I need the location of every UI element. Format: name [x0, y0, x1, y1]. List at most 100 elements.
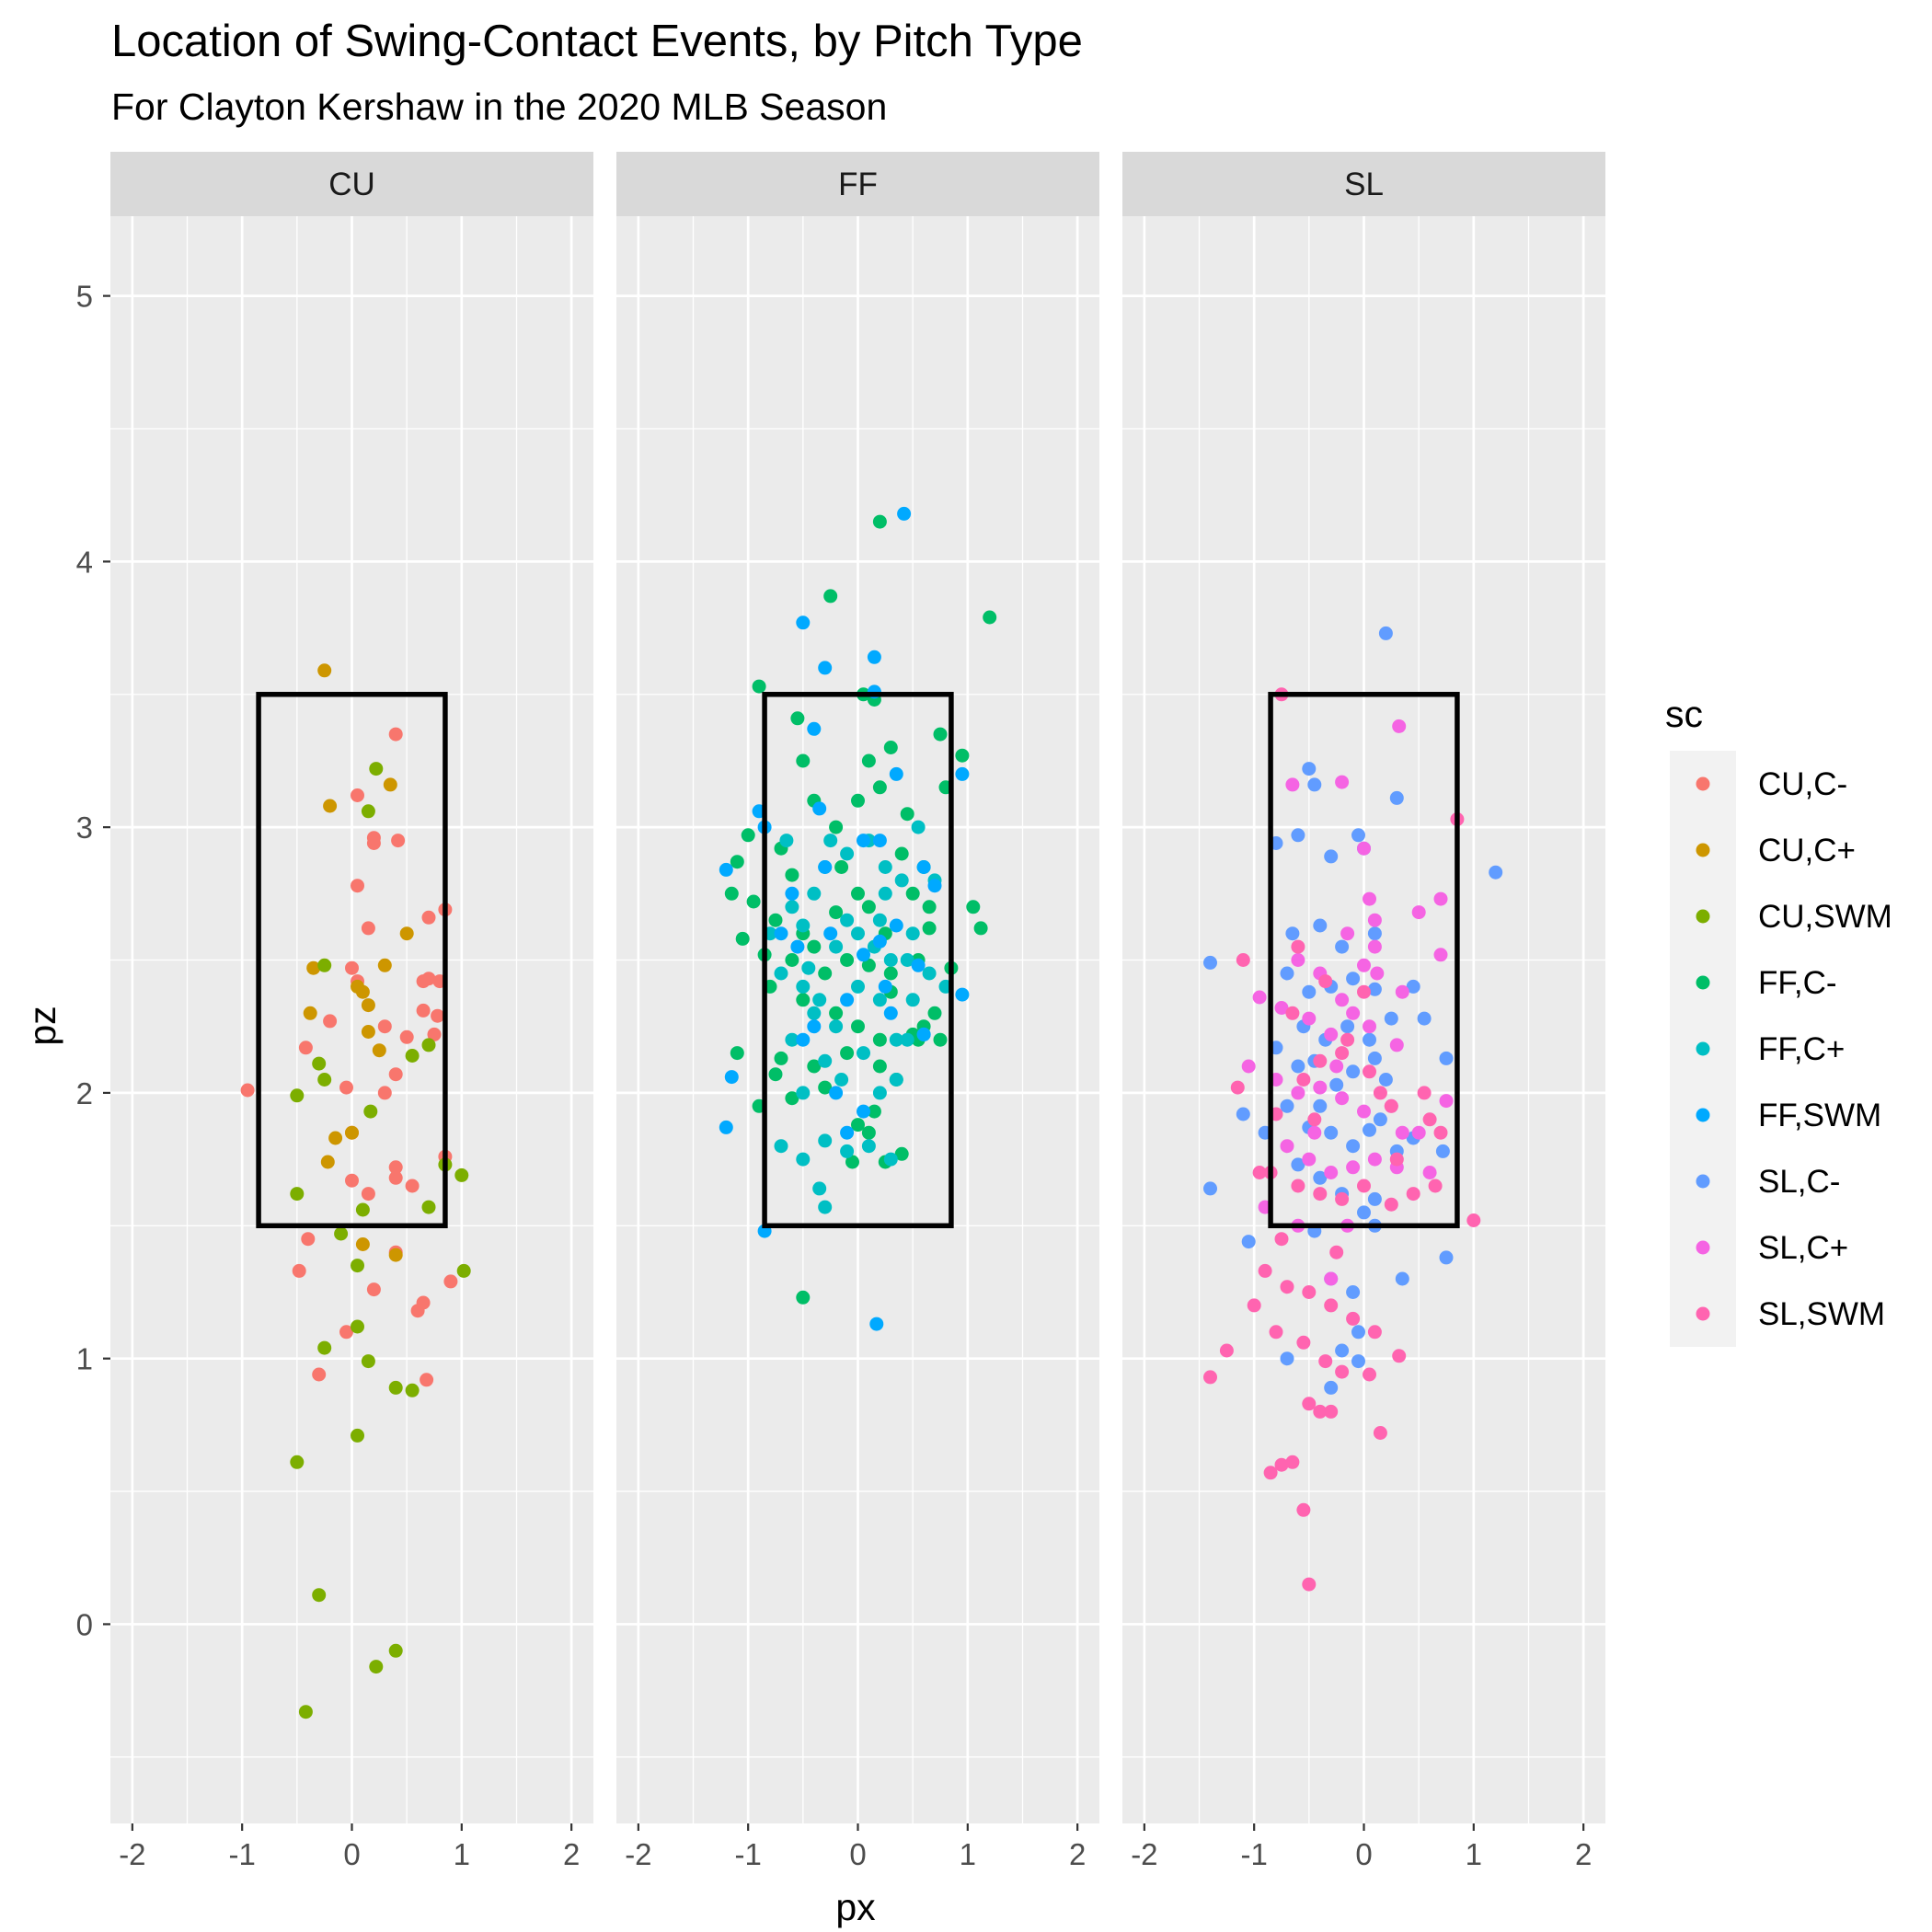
- data-point: [1313, 918, 1328, 933]
- data-point: [1340, 926, 1355, 941]
- data-point: [1307, 777, 1322, 792]
- data-point: [1335, 775, 1350, 789]
- data-point: [317, 1340, 332, 1355]
- data-point: [306, 960, 321, 975]
- data-point: [818, 661, 833, 675]
- legend-key-swatch: [1696, 843, 1710, 857]
- data-point: [911, 820, 926, 834]
- data-point: [1280, 1280, 1294, 1294]
- data-point: [1236, 953, 1250, 967]
- data-point: [1406, 1187, 1420, 1202]
- data-point: [351, 1259, 364, 1273]
- data-point: [933, 1032, 948, 1047]
- data-point: [872, 1059, 887, 1074]
- data-point: [916, 1027, 931, 1041]
- data-point: [1389, 1152, 1404, 1167]
- data-point: [290, 1088, 305, 1103]
- data-point: [796, 1032, 811, 1047]
- data-point: [361, 804, 375, 819]
- data-point: [1335, 939, 1350, 954]
- data-point: [1367, 913, 1382, 927]
- series-FF,SWM: [719, 506, 970, 1331]
- data-point: [851, 793, 865, 808]
- data-point: [796, 615, 811, 630]
- data-point: [1389, 1038, 1404, 1052]
- data-point: [1367, 1152, 1382, 1167]
- data-point: [889, 766, 903, 781]
- data-point: [1363, 1032, 1376, 1047]
- data-point: [872, 993, 887, 1007]
- data-point: [1346, 1006, 1361, 1020]
- x-tick-label: -1: [1241, 1837, 1268, 1871]
- data-point: [1203, 1181, 1217, 1196]
- data-point: [1367, 1051, 1382, 1065]
- data-point: [1296, 1502, 1311, 1517]
- data-point: [1302, 1577, 1317, 1592]
- data-point: [1324, 1271, 1339, 1286]
- data-point: [1373, 1112, 1387, 1127]
- data-point: [900, 1032, 914, 1047]
- data-point: [1335, 1091, 1350, 1106]
- data-point: [1357, 1205, 1371, 1220]
- data-point: [922, 966, 937, 981]
- legend-title: sc: [1665, 693, 1703, 735]
- legend-label: FF,C+: [1758, 1031, 1845, 1067]
- data-point: [916, 860, 931, 874]
- facet-strip-label: SL: [1344, 167, 1384, 202]
- data-point: [807, 721, 822, 736]
- data-point: [774, 1051, 788, 1065]
- data-point: [812, 801, 827, 816]
- data-point: [388, 727, 403, 742]
- data-point: [966, 900, 981, 914]
- data-point: [388, 1248, 403, 1262]
- data-point: [840, 846, 855, 861]
- data-point: [1280, 1098, 1294, 1113]
- data-point: [861, 958, 876, 972]
- data-point: [1280, 1139, 1294, 1154]
- data-point: [355, 984, 370, 999]
- data-point: [807, 939, 822, 954]
- data-point: [883, 966, 898, 981]
- legend-key-swatch: [1696, 975, 1710, 990]
- data-point: [1285, 1455, 1300, 1469]
- data-point: [345, 1125, 359, 1140]
- data-point: [1346, 972, 1361, 986]
- data-point: [719, 1120, 733, 1134]
- data-point: [1363, 1064, 1376, 1079]
- data-point: [922, 900, 937, 914]
- data-point: [1346, 1311, 1361, 1326]
- data-point: [818, 1080, 833, 1095]
- data-point: [443, 1274, 458, 1289]
- data-point: [752, 679, 766, 694]
- data-point: [861, 753, 876, 768]
- data-point: [840, 1125, 855, 1140]
- x-tick-label: 0: [849, 1837, 866, 1871]
- data-point: [377, 1019, 392, 1034]
- data-point: [1367, 1191, 1382, 1206]
- series-CU,C+: [303, 663, 414, 1262]
- y-tick-label: 4: [76, 545, 93, 579]
- data-point: [1291, 953, 1305, 967]
- facet-panel-ff: FF -2 -1 0 1 2: [616, 152, 1099, 1871]
- data-point: [427, 1027, 442, 1041]
- facet-panel-sl: SL -2 -1 0 1 2: [1122, 152, 1605, 1871]
- data-point: [796, 979, 811, 994]
- data-point: [829, 1006, 844, 1020]
- data-point: [790, 939, 805, 954]
- data-point: [1324, 1298, 1339, 1313]
- data-point: [1357, 984, 1371, 999]
- data-point: [1269, 1325, 1283, 1340]
- data-point: [366, 831, 381, 845]
- data-point: [405, 1383, 420, 1397]
- data-point: [840, 993, 855, 1007]
- data-point: [857, 948, 870, 962]
- data-point: [369, 762, 384, 776]
- data-point: [355, 1202, 370, 1217]
- data-point: [1346, 1160, 1361, 1175]
- facet-panels: CU -2 -1 0 1 2 FF -2 -1 0 1 2 SL -2 -1 0 1 2: [110, 152, 1605, 1871]
- data-point: [955, 987, 970, 1002]
- data-point: [388, 1160, 403, 1175]
- data-point: [1335, 1046, 1350, 1061]
- data-point: [1302, 1152, 1317, 1167]
- data-point: [1313, 1098, 1328, 1113]
